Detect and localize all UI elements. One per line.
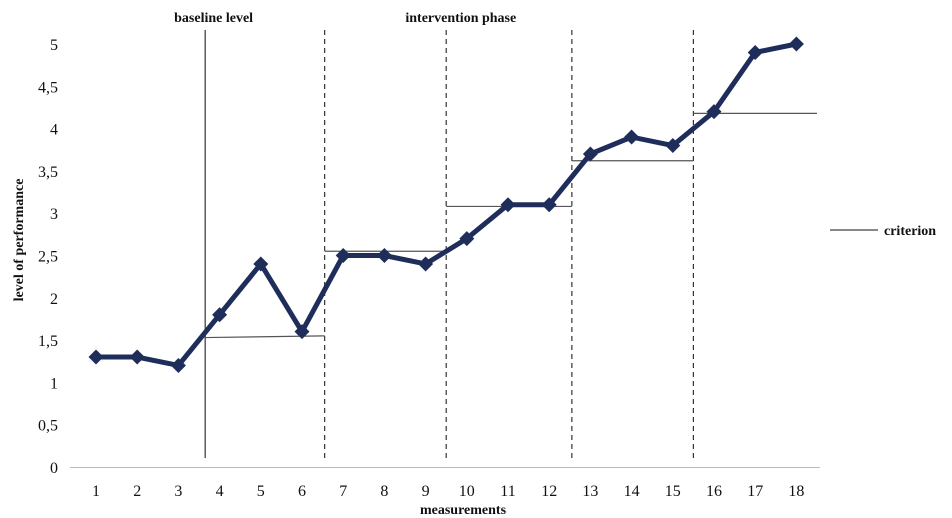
data-point xyxy=(747,44,763,60)
series-line xyxy=(93,41,799,368)
y-axis-ticks: 0 0,5 1 1,5 2 2,5 3 3,5 4 4,5 5 xyxy=(38,37,58,477)
data-point xyxy=(459,231,475,247)
x-tick-label: 14 xyxy=(624,483,640,500)
data-point xyxy=(129,349,145,365)
data-point xyxy=(624,129,640,145)
data-point xyxy=(212,307,228,323)
phase-label-intervention: intervention phase xyxy=(405,11,516,26)
x-tick-label: 8 xyxy=(380,483,388,500)
x-tick-label: 7 xyxy=(339,483,347,500)
data-point xyxy=(335,248,351,263)
data-point xyxy=(170,357,186,373)
x-tick-label: 15 xyxy=(665,483,681,500)
phase-label-baseline: baseline level xyxy=(174,11,253,26)
data-point xyxy=(376,248,392,263)
x-tick-label: 9 xyxy=(422,483,430,500)
y-tick-label: 4 xyxy=(50,122,58,139)
x-tick-label: 3 xyxy=(174,483,182,500)
data-point xyxy=(706,104,722,120)
y-tick-label: 5 xyxy=(50,37,58,54)
legend-criterion-label: criterion xyxy=(884,224,936,239)
x-tick-label: 1 xyxy=(92,483,100,500)
x-tick-label: 6 xyxy=(298,483,306,500)
y-tick-label: 2,5 xyxy=(38,249,58,266)
criterion-lines xyxy=(205,112,817,339)
x-tick-label: 5 xyxy=(257,483,265,500)
phase-boundaries xyxy=(204,30,695,458)
data-point xyxy=(253,256,269,272)
x-tick-label: 10 xyxy=(459,483,475,500)
x-tick-label: 2 xyxy=(133,483,141,500)
data-point xyxy=(541,197,557,213)
x-tick-label: 4 xyxy=(216,483,224,500)
x-tick-label: 11 xyxy=(500,483,515,500)
data-point xyxy=(665,138,681,154)
series-performance xyxy=(88,36,804,373)
data-point xyxy=(582,146,598,162)
y-tick-label: 3 xyxy=(50,206,58,223)
y-tick-label: 1,5 xyxy=(38,333,58,350)
x-axis-ticks: 1 2 3 4 5 6 7 8 9 10 11 12 13 14 15 16 17 18 xyxy=(92,483,804,500)
x-tick-label: 13 xyxy=(582,483,598,500)
y-tick-label: 3,5 xyxy=(38,164,58,181)
legend: criterion xyxy=(830,224,936,239)
data-point xyxy=(418,256,434,272)
data-point xyxy=(788,36,804,52)
y-axis-label: level of performance xyxy=(12,179,27,302)
x-tick-label: 18 xyxy=(788,483,804,500)
data-point xyxy=(500,197,516,213)
data-point xyxy=(88,349,104,365)
phase-labels: baseline level intervention phase xyxy=(174,11,516,26)
y-tick-label: 0,5 xyxy=(38,418,58,435)
x-tick-label: 17 xyxy=(747,483,763,500)
x-axis-label: measurements xyxy=(420,503,507,518)
x-tick-label: 12 xyxy=(541,483,557,500)
y-tick-label: 0 xyxy=(50,460,58,477)
y-tick-label: 2 xyxy=(50,291,58,308)
y-tick-label: 1 xyxy=(50,375,58,392)
x-tick-label: 16 xyxy=(706,483,722,500)
y-tick-label: 4,5 xyxy=(38,79,58,96)
data-point xyxy=(294,324,310,340)
criterion-line xyxy=(205,335,325,339)
